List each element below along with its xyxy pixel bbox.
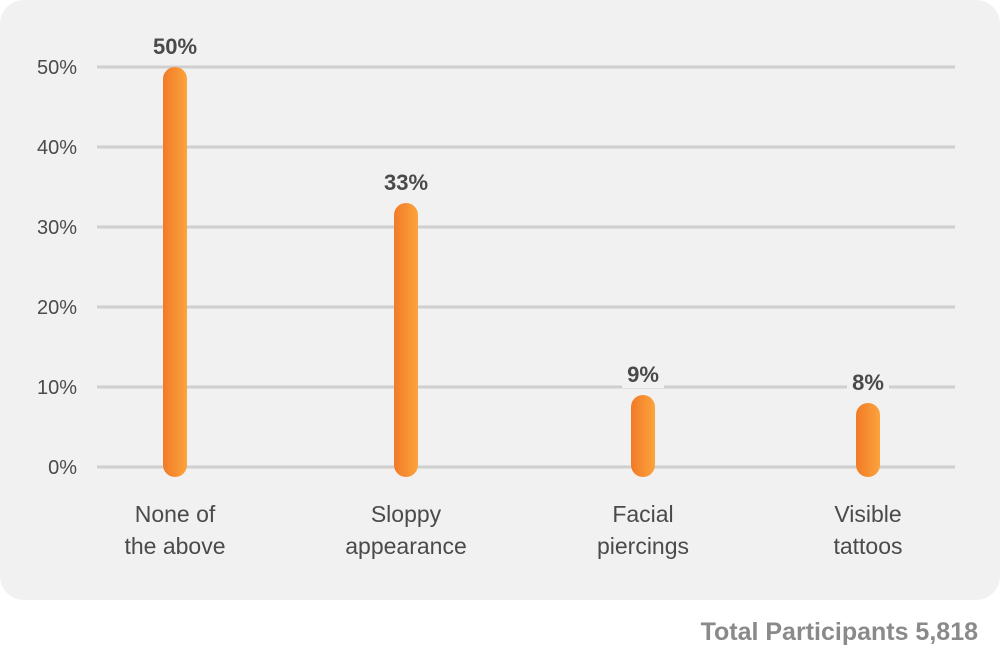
value-label: 50% — [153, 34, 197, 59]
total-participants-note: Total Participants 5,818 — [700, 618, 978, 646]
value-label: 33% — [384, 170, 428, 195]
value-label: 9% — [627, 362, 659, 387]
category-label: None of — [135, 501, 216, 527]
category-label: appearance — [345, 533, 467, 559]
labels: 0% 10% 20% 30% 40% 50% 50% None of the above 33% S… — [37, 34, 903, 559]
category-label: piercings — [597, 533, 689, 559]
y-tick-label: 50% — [37, 57, 77, 79]
gridlines — [97, 65, 955, 469]
value-label-background — [847, 370, 889, 396]
y-tick-label: 0% — [48, 457, 77, 479]
category-label: Facial — [612, 501, 673, 527]
y-tick-label: 30% — [37, 217, 77, 239]
category-label: the above — [124, 533, 225, 559]
bar-chart: 0% 10% 20% 30% 40% 50% 50% None of the above 33% S… — [37, 34, 955, 559]
value-label: 8% — [852, 370, 884, 395]
bar — [394, 203, 418, 477]
value-label-background — [378, 170, 434, 196]
bar — [856, 403, 880, 477]
category-label: Visible — [834, 501, 901, 527]
bars — [163, 67, 880, 477]
chart-panel: 0% 10% 20% 30% 40% 50% 50% None of the above 33% S… — [0, 0, 1000, 600]
value-label-background — [622, 362, 664, 388]
y-tick-label: 40% — [37, 137, 77, 159]
category-label: tattoos — [833, 533, 902, 559]
bar — [163, 67, 187, 477]
bar — [631, 395, 655, 477]
y-tick-label: 10% — [37, 377, 77, 399]
category-label: Sloppy — [371, 501, 442, 527]
y-tick-label: 20% — [37, 297, 77, 319]
value-label-background — [147, 34, 203, 60]
